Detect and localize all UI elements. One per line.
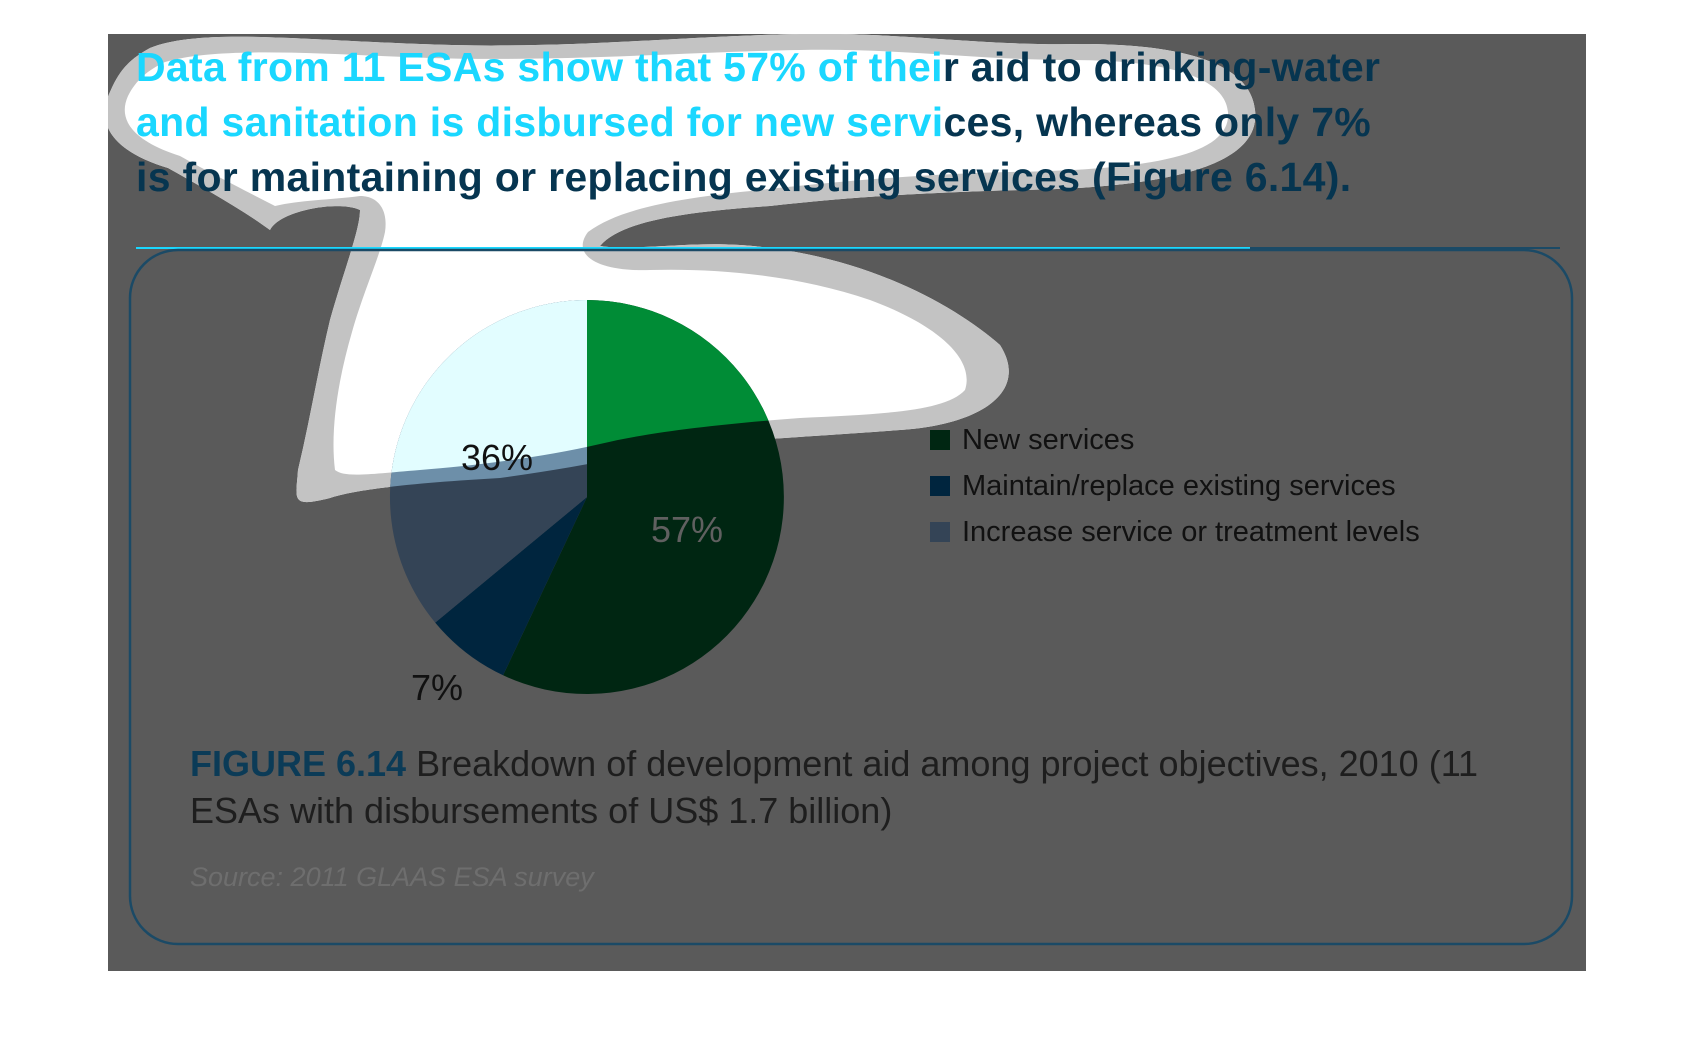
headline-line-2: and sanitation is disbursed for new serv… — [136, 99, 1371, 146]
figure-source: Source: 2011 GLAAS ESA survey — [190, 862, 594, 892]
chart-legend: New services Maintain/replace existing se… — [930, 424, 1420, 548]
headline-line-2-rest: ces, whereas only 7% — [943, 99, 1372, 145]
legend-swatch — [930, 476, 950, 496]
headline-line-2-highlight: and sanitation is disbursed for new serv… — [136, 99, 944, 145]
headline-line-3: is for maintaining or replacing existing… — [136, 154, 1352, 200]
figure-caption-text: Breakdown of development aid among proje… — [190, 743, 1479, 831]
legend-swatch — [930, 522, 950, 542]
legend-label: New services — [962, 424, 1134, 456]
slice-label-maintain: 7% — [411, 667, 463, 708]
legend-label: Increase service or treatment levels — [962, 516, 1420, 548]
legend-swatch — [930, 430, 950, 450]
figure-caption: FIGURE 6.14 Breakdown of development aid… — [190, 740, 1490, 834]
headline-line-1-rest: r aid to drinking-water — [942, 44, 1381, 90]
figure-panel — [128, 248, 1574, 946]
cloud-interior — [124, 49, 1229, 475]
legend-item: Maintain/replace existing services — [930, 470, 1396, 502]
pie-slice-increase-levels-cloud-tint — [389, 300, 587, 475]
headline-line-1-highlight: Data from 11 ESAs show that 57% of thei — [136, 44, 943, 90]
slice-label-new: 57% — [651, 509, 723, 550]
legend-item: New services — [930, 424, 1134, 456]
figure-number: FIGURE 6.14 — [190, 743, 407, 784]
pie-slice-maintain-replace — [435, 497, 587, 676]
legend-label: Maintain/replace existing services — [962, 470, 1396, 502]
legend-item: Increase service or treatment levels — [930, 516, 1420, 548]
slice-label-increase: 36% — [461, 437, 533, 478]
pie-slice-new-services-cloud-tint — [503, 300, 784, 475]
headline-line-1: Data from 11 ESAs show that 57% of their… — [136, 44, 1380, 91]
pie-chart — [389, 300, 784, 694]
